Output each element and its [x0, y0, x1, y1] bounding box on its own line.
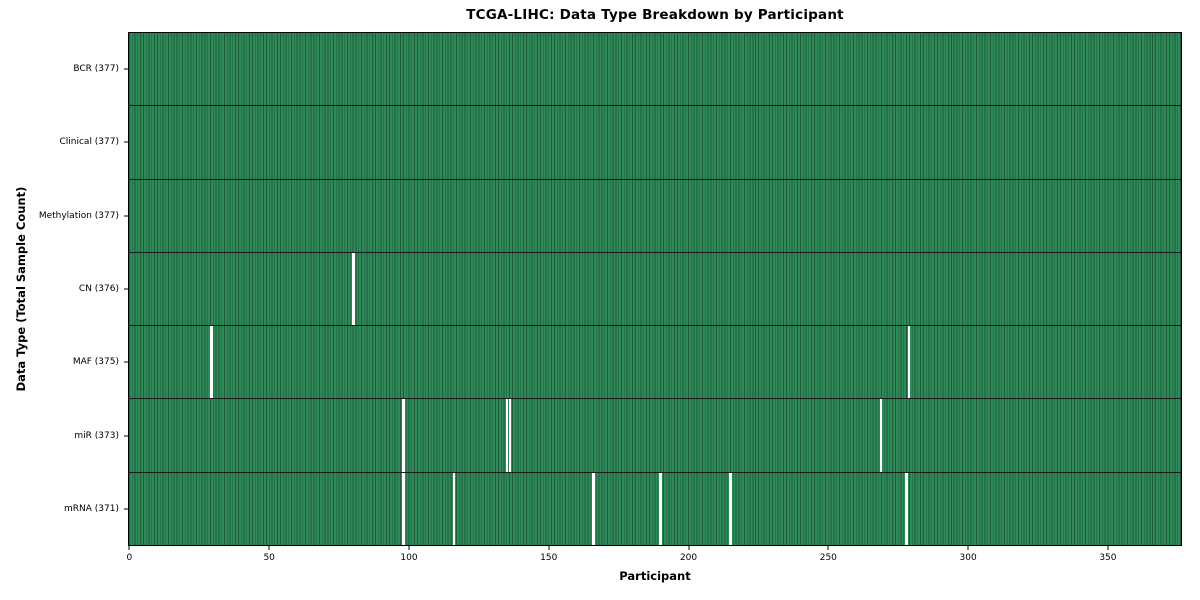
y-tick-mark	[124, 141, 128, 143]
x-axis: 0 50 100 150 200 250 300 350	[126, 546, 1182, 574]
x-tick-mark	[268, 546, 270, 550]
y-tick-mark	[124, 435, 128, 437]
heatmap-row-CN	[129, 252, 1181, 327]
y-tick-label-MAF: MAF (375)	[72, 357, 119, 368]
absent-cell-mRNA-166	[592, 472, 595, 545]
y-tick-mark	[124, 288, 128, 290]
x-tick-mark	[548, 546, 550, 550]
y-tick-label-miR: miR (373)	[74, 430, 119, 441]
y-axis-label: Data Type (Total Sample Count)	[14, 186, 28, 392]
plot-area: Present Absent	[128, 32, 1182, 546]
absent-cell-miR-98	[402, 399, 406, 472]
y-tick-label-BCR: BCR (377)	[73, 63, 119, 74]
chart-title: TCGA-LIHC: Data Type Breakdown by Partic…	[466, 7, 844, 23]
x-tick-mark	[827, 546, 829, 550]
y-axis: BCR (377) Clinical (377) Methylation (377)…	[0, 32, 128, 546]
absent-cell-MAF-29	[209, 326, 213, 399]
heatmap-row-MAF	[129, 326, 1181, 400]
y-tick-mark	[124, 68, 128, 70]
absent-cell-mRNA-215	[728, 472, 732, 545]
absent-cell-CN-80	[352, 252, 356, 326]
heatmap-row-mRNA	[129, 472, 1181, 545]
x-tick-mark	[408, 546, 410, 550]
heatmap-row-miR	[129, 399, 1181, 473]
x-tick-label-150: 150	[540, 553, 558, 563]
x-tick-label-200: 200	[679, 553, 698, 563]
absent-cell-miR-135	[505, 399, 509, 472]
heatmap-row-Methylation	[129, 179, 1181, 253]
y-tick-label-Clinical: Clinical (377)	[59, 137, 119, 148]
x-tick-label-0: 0	[126, 553, 133, 563]
x-tick-label-300: 300	[959, 553, 977, 563]
x-tick-mark	[688, 546, 690, 550]
heatmap-row-BCR	[129, 33, 1181, 107]
heatmap-grid	[129, 33, 1181, 545]
x-tick-label-100: 100	[400, 553, 418, 563]
heatmap-row-Clinical	[129, 106, 1181, 180]
y-tick-label-Methylation: Methylation (377)	[38, 210, 119, 221]
y-tick-mark	[124, 215, 128, 217]
absent-cell-mRNA-116	[452, 472, 456, 545]
x-tick-mark	[967, 546, 969, 550]
y-tick-label-CN: CN (376)	[78, 284, 119, 294]
x-axis-label: Participant	[619, 569, 691, 583]
x-tick-label-250: 250	[819, 553, 837, 563]
x-tick-label-50: 50	[263, 553, 275, 563]
absent-cell-mRNA-98	[402, 472, 406, 545]
absent-cell-MAF-279	[907, 326, 911, 399]
x-tick-mark	[1107, 546, 1109, 550]
x-tick-mark	[128, 546, 130, 550]
y-tick-label-mRNA: mRNA (371)	[64, 504, 119, 515]
absent-cell-mRNA-190	[659, 472, 662, 545]
y-tick-mark	[124, 361, 128, 363]
x-tick-label-350: 350	[1099, 553, 1117, 563]
absent-cell-miR-136	[508, 399, 512, 472]
y-tick-mark	[124, 508, 128, 510]
absent-cell-miR-269	[879, 399, 883, 472]
absent-cell-mRNA-278	[904, 472, 908, 545]
